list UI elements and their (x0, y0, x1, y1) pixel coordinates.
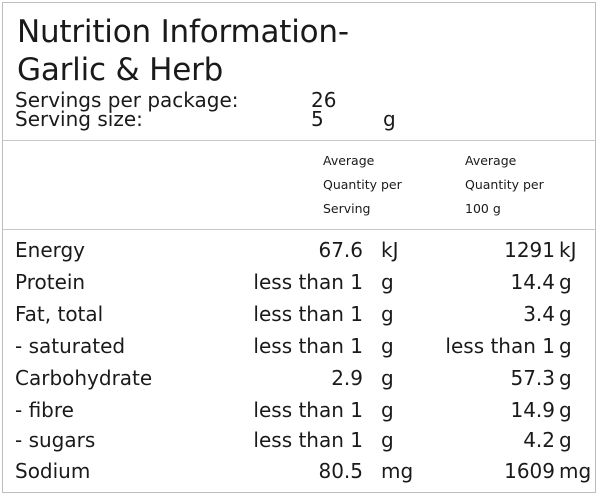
col-head-per-serving: Average Quantity per Serving (323, 149, 402, 221)
row-energy: Energy 67.6 kJ 1291 kJ (3, 234, 595, 266)
divider-top (3, 140, 595, 141)
row-protein: Protein less than 1 g 14.4 g (3, 266, 595, 298)
row-per100-value: 4.2 (523, 428, 555, 452)
row-serving-value: less than 1 (253, 270, 363, 294)
row-serving-value: 2.9 (331, 366, 363, 390)
row-name: Protein (15, 270, 86, 294)
row-name: Fat, total (15, 302, 104, 326)
serving-size-label: Serving size: (15, 107, 143, 131)
row-sugars: - sugars less than 1 g 4.2 g (3, 424, 595, 456)
row-serving-unit: g (381, 366, 394, 390)
row-serving-unit: g (381, 270, 394, 294)
col-head-per-serving-line: Serving (323, 201, 371, 216)
row-serving-unit: g (381, 334, 394, 358)
serving-size-value: 5 (311, 107, 324, 131)
servings-label: Servings per package: (15, 88, 239, 112)
row-name: Sodium (15, 459, 91, 483)
row-per100-unit: g (559, 366, 572, 390)
row-per100-unit: g (559, 334, 572, 358)
row-serving-value: 67.6 (318, 238, 363, 262)
row-saturated: - saturated less than 1 g less than 1 g (3, 330, 595, 362)
row-serving-unit: g (381, 398, 394, 422)
row-serving-unit: g (381, 302, 394, 326)
title-line-1: Nutrition Information- (17, 14, 349, 50)
row-per100-value: 14.4 (510, 270, 555, 294)
row-fat-total: Fat, total less than 1 g 3.4 g (3, 298, 595, 330)
row-per100-value: less than 1 (445, 334, 555, 358)
row-serving-value: 80.5 (318, 459, 363, 483)
col-head-per-100g-line: Quantity per (465, 177, 544, 192)
row-serving-unit: mg (381, 459, 414, 483)
col-head-per-serving-line: Average (323, 153, 375, 168)
row-per100-unit: g (559, 270, 572, 294)
col-head-per-serving-line: Quantity per (323, 177, 402, 192)
row-serving-value: less than 1 (253, 302, 363, 326)
row-serving-unit: g (381, 428, 394, 452)
row-name: - fibre (15, 398, 74, 422)
row-per100-unit: g (559, 428, 572, 452)
serving-size-unit: g (383, 107, 396, 131)
row-serving-value: less than 1 (253, 334, 363, 358)
row-name: Carbohydrate (15, 366, 153, 390)
divider-header (3, 229, 595, 230)
panel-title: Nutrition Information- Garlic & Herb (17, 13, 349, 89)
row-per100-unit: mg (559, 459, 592, 483)
servings-value: 26 (311, 88, 337, 112)
row-serving-value: less than 1 (253, 428, 363, 452)
row-per100-value: 3.4 (523, 302, 555, 326)
row-carbohydrate: Carbohydrate 2.9 g 57.3 g (3, 362, 595, 394)
row-per100-unit: g (559, 302, 572, 326)
row-per100-unit: g (559, 398, 572, 422)
row-serving-unit: kJ (381, 238, 399, 262)
col-head-per-100g: Average Quantity per 100 g (465, 149, 544, 221)
row-per100-value: 14.9 (510, 398, 555, 422)
row-per100-value: 1291 (504, 238, 555, 262)
row-name: - sugars (15, 428, 96, 452)
row-sodium: Sodium 80.5 mg 1609 mg (3, 455, 595, 487)
col-head-per-100g-line: Average (465, 153, 517, 168)
row-name: - saturated (15, 334, 126, 358)
nutrition-panel: Nutrition Information- Garlic & Herb Ser… (2, 2, 596, 493)
row-name: Energy (15, 238, 86, 262)
row-fibre: - fibre less than 1 g 14.9 g (3, 394, 595, 426)
row-per100-unit: kJ (559, 238, 577, 262)
col-head-per-100g-line: 100 g (465, 201, 501, 216)
row-per100-value: 57.3 (510, 366, 555, 390)
row-per100-value: 1609 (504, 459, 555, 483)
row-serving-value: less than 1 (253, 398, 363, 422)
title-line-2: Garlic & Herb (17, 52, 224, 88)
